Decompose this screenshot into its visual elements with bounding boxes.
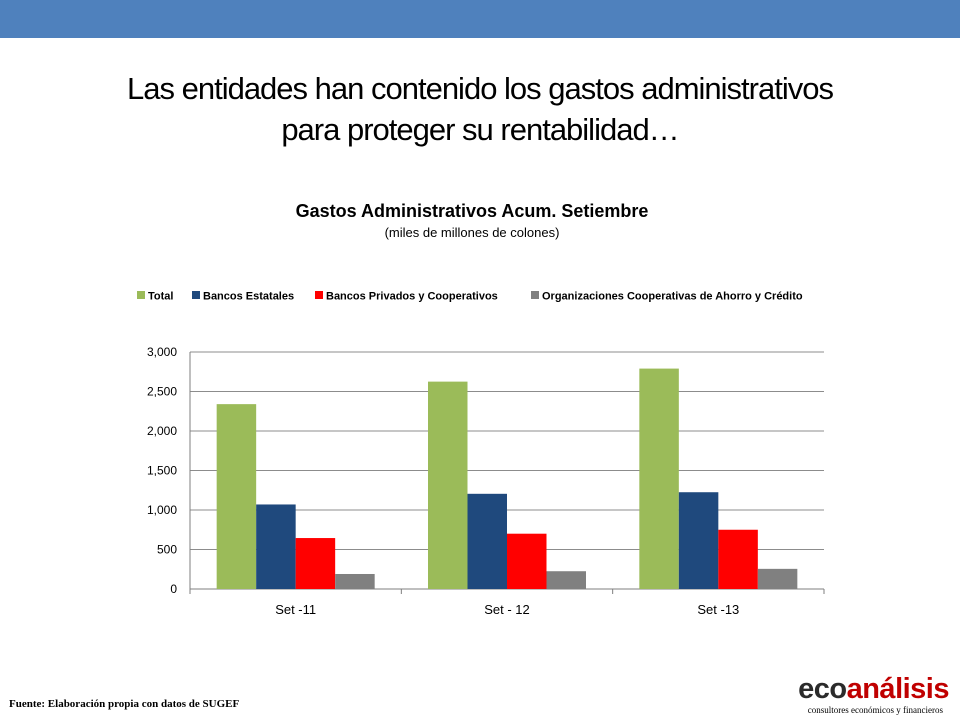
y-tick-label: 3,000 bbox=[147, 345, 177, 359]
legend-label: Bancos Estatales bbox=[203, 291, 294, 303]
x-tick-label: Set -13 bbox=[697, 602, 739, 617]
bar bbox=[678, 492, 719, 589]
x-tick-label: Set - 12 bbox=[484, 602, 530, 617]
ecoanalisis-logo: ecoanálisis consultores económicos y fin… bbox=[790, 672, 955, 716]
bar bbox=[546, 571, 586, 589]
logo-analisis: análisis bbox=[846, 673, 950, 705]
chart-title: Gastos Administrativos Acum. Setiembre bbox=[296, 201, 649, 221]
slide-title: Las entidades han contenido los gastos a… bbox=[60, 68, 900, 150]
bar bbox=[639, 368, 679, 589]
y-tick-label: 500 bbox=[157, 543, 177, 557]
logo-eco: eco bbox=[798, 673, 847, 705]
y-tick-label: 0 bbox=[170, 582, 177, 596]
bar bbox=[507, 533, 547, 589]
legend-swatch bbox=[137, 291, 145, 299]
bar bbox=[216, 404, 257, 589]
bar bbox=[295, 538, 336, 589]
legend-swatch bbox=[531, 291, 539, 299]
source-note: Fuente: Elaboración propia con datos de … bbox=[9, 698, 240, 710]
bar bbox=[718, 529, 758, 589]
bar bbox=[428, 381, 468, 589]
slide-title-line-1: Las entidades han contenido los gastos a… bbox=[127, 71, 834, 106]
logo-wordmark: ecoanálisis bbox=[798, 672, 949, 706]
legend-swatch bbox=[315, 291, 323, 299]
y-tick-label: 1,000 bbox=[147, 503, 177, 517]
legend-label: Bancos Privados y Cooperativos bbox=[326, 291, 498, 303]
y-tick-label: 2,500 bbox=[147, 385, 177, 399]
chart-bars bbox=[216, 368, 798, 589]
legend-swatch bbox=[192, 291, 200, 299]
bar-chart: Gastos Administrativos Acum. Setiembre (… bbox=[137, 201, 825, 617]
logo-tagline: consultores económicos y financieros bbox=[807, 705, 943, 715]
chart-legend: Total Bancos Estatales Bancos Privados y C… bbox=[137, 291, 803, 303]
header-band bbox=[0, 0, 960, 38]
x-tick-label: Set -11 bbox=[275, 602, 316, 617]
y-axis: 0 500 1,000 1,500 2,000 2,500 3,000 bbox=[147, 345, 191, 596]
bar bbox=[256, 504, 296, 589]
y-tick-label: 2,000 bbox=[147, 424, 177, 438]
legend-label: Total bbox=[148, 291, 173, 303]
bar bbox=[757, 568, 798, 589]
bar bbox=[335, 573, 375, 589]
legend-label: Organizaciones Cooperativas de Ahorro y … bbox=[542, 291, 803, 303]
bar bbox=[467, 493, 507, 589]
y-tick-label: 1,500 bbox=[147, 464, 177, 478]
slide-title-line-2: para proteger su rentabilidad… bbox=[281, 112, 679, 147]
x-axis: Set -11 Set - 12 Set -13 bbox=[189, 589, 825, 617]
chart-subtitle: (miles de millones de colones) bbox=[385, 225, 560, 240]
